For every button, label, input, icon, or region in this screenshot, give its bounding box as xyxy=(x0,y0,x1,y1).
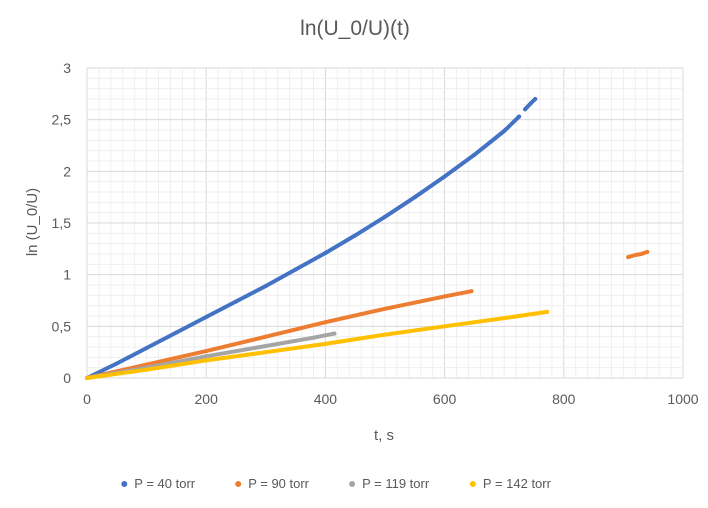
x-tick-label: 400 xyxy=(314,391,338,407)
series-line xyxy=(85,289,474,380)
data-point xyxy=(529,101,534,106)
y-tick-label: 0 xyxy=(63,370,71,386)
data-point xyxy=(523,107,528,112)
series-layer xyxy=(85,97,650,380)
data-point xyxy=(639,252,644,256)
data-point xyxy=(533,97,538,101)
series-line xyxy=(626,249,650,260)
legend-label: P = 40 torr xyxy=(134,476,195,491)
x-tick-label: 0 xyxy=(83,391,91,407)
data-point xyxy=(234,299,238,304)
legend-marker xyxy=(121,481,128,487)
y-tick-label: 0,5 xyxy=(52,318,72,334)
data-point xyxy=(204,354,209,359)
y-tick-label: 2,5 xyxy=(52,112,72,128)
data-point xyxy=(85,376,89,380)
data-point xyxy=(383,306,387,311)
chart-grid xyxy=(86,67,684,379)
data-point xyxy=(263,343,268,348)
data-point xyxy=(311,335,316,340)
y-tick-label: 1,5 xyxy=(52,215,72,231)
legend-label: P = 90 torr xyxy=(248,476,309,491)
data-point xyxy=(114,361,119,366)
data-point xyxy=(633,253,638,258)
x-axis-label: t, s xyxy=(374,427,394,444)
data-point xyxy=(332,331,337,336)
data-point xyxy=(263,350,268,355)
data-point xyxy=(472,152,477,157)
data-point xyxy=(442,294,447,299)
data-point xyxy=(502,129,507,134)
y-axis-ticks: 0 0,5 1 1,5 2 2,5 3 xyxy=(52,60,72,386)
y-tick-label: 1 xyxy=(63,267,71,283)
data-point xyxy=(204,358,209,363)
data-point xyxy=(174,330,179,335)
legend-label: P = 119 torr xyxy=(362,476,430,491)
legend-marker xyxy=(349,481,356,487)
y-tick-label: 2 xyxy=(63,163,71,179)
data-point xyxy=(517,114,522,119)
legend-item-p-142-torr: P = 142 torr xyxy=(469,476,552,491)
data-point xyxy=(545,309,550,314)
data-point xyxy=(412,195,417,200)
legend: P = 40 torr P = 90 torr P = 119 torr P = 14… xyxy=(121,476,552,491)
series-p-90-torr xyxy=(85,249,650,380)
series-line xyxy=(85,114,522,380)
data-point xyxy=(144,346,149,351)
x-tick-label: 200 xyxy=(195,391,219,407)
x-axis-ticks: 0 200 400 600 800 1000 xyxy=(83,391,699,407)
data-point xyxy=(645,249,650,254)
data-point xyxy=(263,334,268,339)
data-point xyxy=(383,214,387,219)
data-point xyxy=(323,320,328,325)
data-point xyxy=(353,233,358,238)
data-point xyxy=(383,332,387,337)
series-p-142-torr xyxy=(85,309,550,380)
legend-marker xyxy=(469,481,476,487)
x-tick-label: 600 xyxy=(433,391,457,407)
data-point xyxy=(442,324,447,329)
data-point xyxy=(204,315,209,320)
legend-marker xyxy=(235,481,242,487)
data-point xyxy=(263,284,268,289)
data-point xyxy=(323,250,328,255)
legend-item-p-40-torr: P = 40 torr xyxy=(121,476,196,491)
x-tick-label: 1000 xyxy=(667,391,698,407)
data-point xyxy=(469,289,474,294)
data-point xyxy=(293,267,298,272)
data-point xyxy=(626,255,631,260)
legend-item-p-90-torr: P = 90 torr xyxy=(235,476,310,491)
legend-item-p-119-torr: P = 119 torr xyxy=(349,476,430,491)
chart-title: ln(U_0/U)(t) xyxy=(300,17,410,40)
data-point xyxy=(204,349,209,354)
data-point xyxy=(442,174,447,179)
legend-label: P = 142 torr xyxy=(483,476,552,491)
data-point xyxy=(502,316,507,321)
data-point xyxy=(144,367,149,372)
data-point xyxy=(323,341,328,346)
y-axis-label: ln (U_0/U) xyxy=(24,188,41,256)
x-tick-label: 800 xyxy=(552,391,576,407)
y-tick-label: 3 xyxy=(63,60,71,76)
